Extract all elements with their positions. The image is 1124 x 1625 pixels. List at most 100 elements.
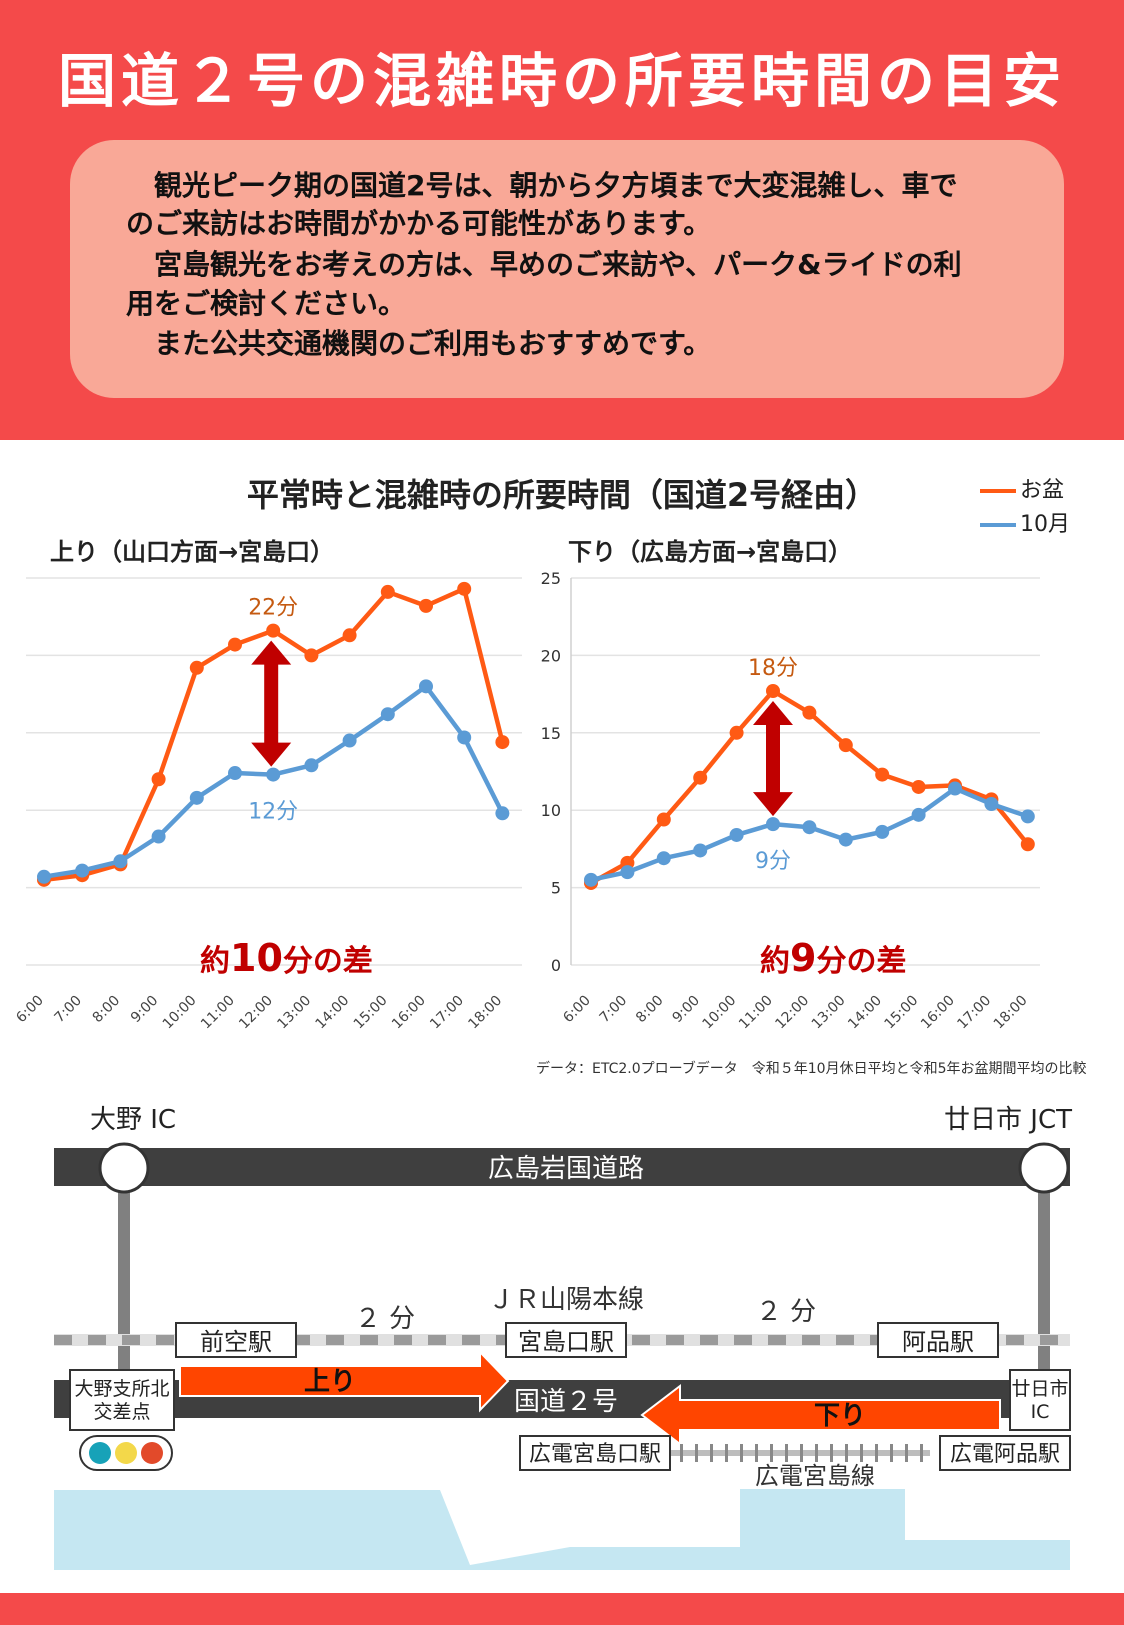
data-point-october — [1020, 809, 1035, 824]
hiroden-station-miyajimaguchi: 広電宮島口駅 — [529, 1442, 661, 1467]
jr-line-label: ＪＲ山陽本線 — [488, 1285, 644, 1315]
line-chart-up: 6:00 7:00 8:00 9:0010:0011:0012:0013:0014:0… — [13, 577, 522, 1033]
x-tick-label: 9:00 — [128, 993, 162, 1027]
signal-blue — [89, 1442, 111, 1464]
x-tick-label: 13:00 — [809, 993, 849, 1033]
start-box-line2: 交差点 — [93, 1401, 150, 1423]
data-point-october — [380, 707, 395, 722]
diff-suffix: 分の差 — [282, 944, 373, 979]
x-tick-label: 6:00 — [13, 993, 47, 1027]
x-tick-label: 6:00 — [560, 993, 594, 1027]
ic-label-left: 大野 IC — [90, 1105, 176, 1135]
y-tick-label: 25 — [541, 569, 561, 588]
x-tick-label: 14:00 — [845, 993, 885, 1033]
legend-item-obon: お盆 — [980, 472, 1064, 504]
station-box-miyajimaguchi — [505, 1322, 627, 1358]
x-tick-label: 10:00 — [700, 993, 740, 1033]
data-point-october — [656, 851, 671, 866]
data-label-obon: 22分 — [248, 596, 298, 621]
x-tick-label: 16:00 — [389, 993, 429, 1033]
data-point-obon — [457, 581, 472, 596]
data-point-october — [151, 829, 166, 844]
data-point-october — [584, 872, 598, 887]
data-point-october — [984, 797, 999, 812]
hiroden-line-label: 広電宮島線 — [755, 1462, 875, 1490]
data-point-obon — [693, 770, 708, 785]
data-point-october — [457, 730, 472, 745]
data-point-october — [766, 817, 780, 832]
data-point-obon — [228, 637, 242, 652]
chart-section-title: 平常時と混雑時の所要時間（国道2号経由） — [246, 476, 878, 514]
x-tick-label: 7:00 — [597, 993, 631, 1027]
notice-line: また公共交通機関のご利用もおすすめです。 — [126, 327, 712, 360]
data-label-obon: 18分 — [748, 656, 798, 681]
data-point-october — [304, 758, 319, 773]
signal-yellow — [115, 1442, 137, 1464]
connector-right — [1038, 1186, 1050, 1424]
legend-swatch-obon — [980, 489, 1016, 493]
data-point-obon — [729, 725, 744, 740]
start-box-line1: 大野支所北 — [74, 1378, 169, 1400]
x-tick-label: 14:00 — [313, 993, 353, 1033]
line-chart-down: 0 5 10 15 20 25 6:00 7:00 8:00 9:0010:0011:0012:0… — [541, 569, 1040, 1033]
data-point-obon — [495, 735, 510, 750]
station-box-ajina — [877, 1322, 999, 1358]
end-box-line2: IC — [1031, 1401, 1050, 1423]
x-tick-label: 16:00 — [918, 993, 958, 1033]
diff-note-down: 約9分の差 — [760, 936, 906, 980]
data-label-october: 12分 — [248, 800, 298, 825]
data-point-october — [495, 806, 510, 821]
footer-bar — [0, 1593, 1124, 1625]
diff-number: 10 — [230, 936, 283, 980]
connector-left — [118, 1186, 130, 1424]
x-tick-label: 12:00 — [772, 993, 812, 1033]
data-point-obon — [266, 623, 281, 638]
header-banner: 国道２号の混雑時の所要時間の目安 観光ピーク期の国道2号は、朝から夕方頃まで大変… — [0, 0, 1124, 440]
x-tick-label: 8:00 — [90, 993, 124, 1027]
station-maesora: 前空駅 — [200, 1328, 272, 1356]
notice-line: 宮島観光をお考えの方は、早めのご来訪や、パーク&ライドの利 — [126, 248, 962, 281]
time-label-left: ２ 分 — [355, 1304, 415, 1334]
end-box-line1: 廿日市 — [1011, 1378, 1068, 1400]
data-point-october — [228, 766, 242, 781]
national-road-label: 国道２号 — [514, 1387, 618, 1417]
data-point-obon — [304, 648, 319, 663]
y-tick-label: 10 — [541, 801, 561, 820]
x-tick-label: 9:00 — [669, 993, 703, 1027]
arrow-label-down: 下り — [814, 1401, 866, 1431]
x-tick-label: 15:00 — [882, 993, 922, 1033]
diff-note-up: 約10分の差 — [200, 936, 373, 980]
station-ajina: 阿品駅 — [902, 1328, 974, 1356]
data-point-october — [838, 832, 853, 847]
hiroden-station-ajina: 広電阿品駅 — [950, 1442, 1060, 1467]
station-miyajimaguchi: 宮島口駅 — [518, 1328, 614, 1356]
page-title: 国道２号の混雑時の所要時間の目安 — [57, 47, 1066, 115]
x-tick-label: 17:00 — [954, 993, 994, 1033]
y-tick-label: 0 — [551, 956, 561, 975]
data-label-october: 9分 — [755, 849, 791, 874]
arrow-label-up: 上り — [304, 1367, 356, 1397]
x-tick-label: 10:00 — [160, 993, 200, 1033]
hiroden-line-base — [650, 1450, 930, 1456]
ic-node-left — [98, 1142, 150, 1194]
legend-label: 10月 — [1020, 512, 1070, 537]
route-map: 広島岩国道路 大野 IC 廿日市 JCT ＪＲ山陽本線 ２ 分 ２ 分 前空駅 … — [54, 1105, 1072, 1570]
data-point-obon — [875, 767, 890, 782]
start-box — [69, 1369, 175, 1431]
data-point-obon — [342, 628, 357, 643]
notice-box: 観光ピーク期の国道2号は、朝から夕方頃まで大変混雑し、車で のご来訪はお時間がか… — [70, 140, 1064, 398]
data-point-october — [113, 854, 128, 869]
expressway-label: 広島岩国道路 — [488, 1154, 644, 1184]
data-point-october — [419, 679, 433, 694]
signal-red — [141, 1442, 163, 1464]
legend-swatch-october — [980, 523, 1016, 527]
data-point-obon — [838, 738, 853, 753]
x-tick-label: 17:00 — [427, 993, 467, 1033]
data-point-obon — [802, 705, 817, 720]
hiroden-box-miyajimaguchi — [519, 1435, 671, 1471]
x-tick-label: 18:00 — [991, 993, 1031, 1033]
data-point-october — [911, 807, 926, 822]
x-tick-label: 8:00 — [633, 993, 667, 1027]
data-point-october — [802, 820, 817, 835]
notice-line: のご来訪はお時間がかかる可能性があります。 — [126, 207, 712, 240]
